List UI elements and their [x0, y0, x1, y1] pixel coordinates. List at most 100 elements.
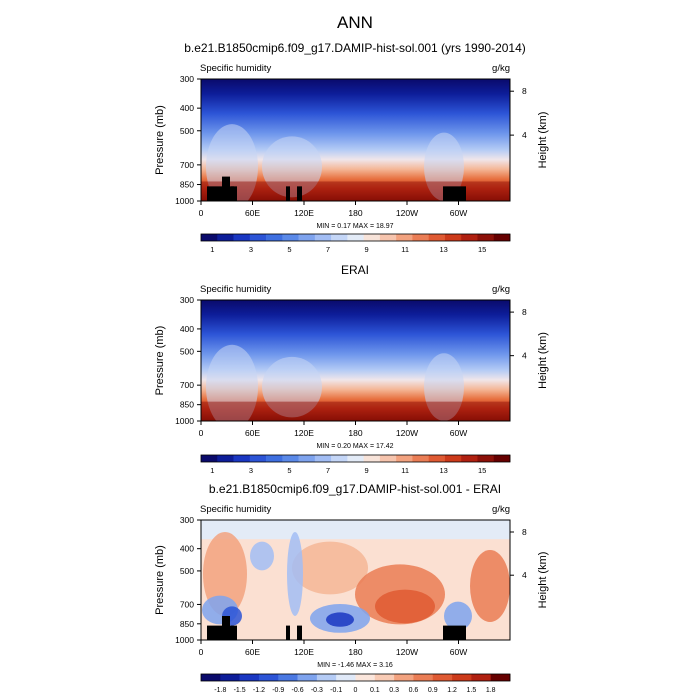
x-tick-label: 60E — [245, 647, 260, 657]
colorbar-swatch — [220, 674, 240, 681]
colorbar-swatch — [278, 674, 298, 681]
colorbar-label: -0.1 — [330, 687, 342, 694]
colorbar-swatch — [493, 234, 511, 241]
colorbar-label: 0.9 — [428, 687, 438, 694]
colorbar-swatch — [249, 234, 267, 241]
colorbar-frame — [200, 673, 511, 682]
y-tick-label: 500 — [180, 346, 194, 356]
colorbar-swatch — [298, 234, 316, 241]
topography-mask — [297, 186, 302, 201]
x-tick-label: 0 — [199, 647, 204, 657]
moist-boundary-layer — [201, 401, 510, 421]
colorbar-swatch — [432, 674, 453, 681]
chart-title: b.e21.B1850cmip6.f09_g17.DAMIP-hist-sol.… — [209, 482, 501, 496]
colorbar: 1 3 5 7 9 11 13 15 — [200, 233, 511, 254]
min-max-stats: MIN = -1.46 MAX = 3.16 — [317, 662, 393, 669]
colorbar-label: 1.2 — [447, 687, 457, 694]
diff-contour — [287, 532, 303, 616]
colorbar-swatch — [297, 674, 318, 681]
y-tick-label: 1000 — [175, 196, 194, 206]
colorbar-label: 5 — [287, 245, 291, 254]
x-tick-label: 120E — [294, 428, 314, 438]
chart-title: ERAI — [341, 263, 369, 277]
chart-panel-1: b.e21.B1850cmip6.f09_g17.DAMIP-hist-sol.… — [154, 41, 549, 254]
chart-left-label: Specific humidity — [200, 63, 272, 74]
colorbar-label: -0.6 — [292, 687, 304, 694]
y-tick-label: 1000 — [175, 635, 194, 645]
y-tick-label: 850 — [180, 400, 194, 410]
colorbar-swatch — [347, 455, 364, 462]
topography-mask — [286, 186, 290, 201]
colorbar-swatch — [490, 674, 511, 681]
x-tick-label: 120E — [294, 647, 314, 657]
topography-mask — [443, 186, 466, 201]
colorbar-label: 0.1 — [370, 687, 380, 694]
y-tick-label: 300 — [180, 74, 194, 84]
colorbar-label: -1.2 — [253, 687, 265, 694]
colorbar: 1 3 5 7 9 11 13 15 — [200, 454, 511, 475]
colorbar-label: 3 — [249, 245, 253, 254]
chart-title: b.e21.B1850cmip6.f09_g17.DAMIP-hist-sol.… — [184, 41, 526, 55]
y-tick-label: 300 — [180, 515, 194, 525]
colorbar-swatch — [396, 234, 413, 241]
x-tick-label: 120W — [396, 647, 418, 657]
colorbar-frame — [200, 454, 511, 463]
chart-left-label: Specific humidity — [200, 284, 272, 295]
y-tick-label: 400 — [180, 324, 194, 334]
colorbar-swatch — [266, 234, 283, 241]
chart-units-label: g/kg — [492, 284, 510, 295]
colorbar-label: 15 — [478, 245, 486, 254]
colorbar-swatch — [477, 455, 495, 462]
topography-mask — [231, 186, 237, 201]
colorbar-swatch — [201, 234, 218, 241]
colorbar-label: 1 — [210, 466, 214, 475]
colorbar-swatch — [444, 455, 462, 462]
x-tick-label: 60W — [450, 428, 467, 438]
colorbar-swatch — [314, 234, 332, 241]
colorbar: -1.8 -1.5 -1.2 -0.9 -0.6 -0.3 -0.1 0 0.1 0.3 0.6 0.… — [200, 673, 511, 694]
y-tick-label: 500 — [180, 566, 194, 576]
topography-mask — [222, 176, 230, 201]
x-tick-label: 60E — [245, 428, 260, 438]
chart-panel-3: b.e21.B1850cmip6.f09_g17.DAMIP-hist-sol.… — [154, 482, 549, 694]
colorbar-swatch — [249, 455, 267, 462]
colorbar-swatch — [394, 674, 414, 681]
y-right-tick-label: 8 — [522, 86, 527, 96]
topography-mask — [231, 625, 237, 640]
colorbar-label: 1 — [210, 245, 214, 254]
colorbar-frame — [200, 233, 511, 242]
x-tick-label: 180 — [348, 428, 362, 438]
heatmap-field — [201, 520, 510, 640]
y-tick-label: 850 — [180, 619, 194, 629]
colorbar-swatch — [282, 234, 299, 241]
y-right-tick-label: 8 — [522, 527, 527, 537]
colorbar-label: -1.8 — [214, 687, 226, 694]
diff-contour — [250, 541, 274, 571]
colorbar-swatch — [217, 455, 234, 462]
colorbar-swatch — [428, 455, 446, 462]
y-right-tick-label: 8 — [522, 307, 527, 317]
chart-units-label: g/kg — [492, 63, 510, 74]
colorbar-swatch — [331, 455, 348, 462]
colorbar-swatch — [201, 674, 221, 681]
x-tick-label: 60E — [245, 208, 260, 218]
colorbar-label: 9 — [364, 466, 368, 475]
colorbar-label: 1.5 — [467, 687, 477, 694]
colorbar-label: 11 — [401, 245, 409, 254]
y-tick-label: 700 — [180, 599, 194, 609]
colorbar-swatch — [282, 455, 299, 462]
colorbar-swatch — [413, 674, 434, 681]
x-tick-label: 120E — [294, 208, 314, 218]
colorbar-label: 3 — [249, 466, 253, 475]
x-tick-label: 120W — [396, 208, 418, 218]
y-tick-label: 700 — [180, 380, 194, 390]
heatmap-field — [201, 79, 510, 201]
colorbar-label: 13 — [439, 466, 447, 475]
min-max-stats: MIN = 0.17 MAX = 18.97 — [316, 223, 393, 230]
diff-upper-band — [201, 520, 510, 540]
y-right-axis-label: Height (km) — [537, 332, 549, 389]
x-tick-label: 180 — [348, 647, 362, 657]
y-tick-label: 700 — [180, 160, 194, 170]
y-axis-label: Pressure (mb) — [154, 105, 166, 175]
